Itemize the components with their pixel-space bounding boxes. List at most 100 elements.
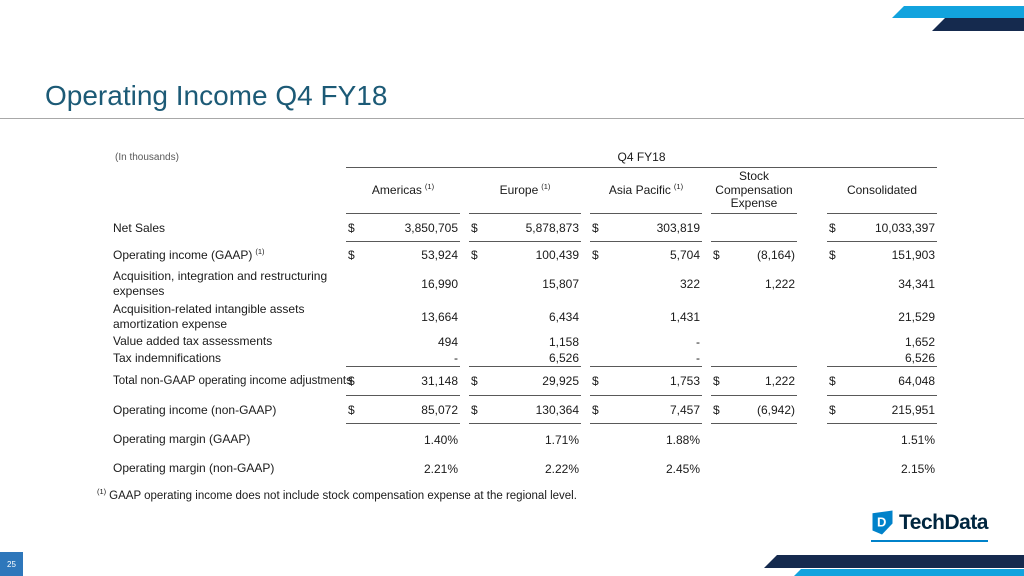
cell-value: 5,878,873 — [525, 220, 579, 235]
row-label: Operating margin (GAAP) — [97, 424, 337, 455]
period-header: Q4 FY18 — [346, 146, 937, 168]
footnote-ref: (1) — [255, 246, 265, 256]
table-cell: $3,850,705 — [346, 214, 460, 242]
top-right-navy-accent-bar — [932, 18, 1024, 31]
column-gap-spacer — [806, 300, 818, 333]
cell-value: 1,222 — [764, 276, 795, 291]
column-gap-spacer — [806, 350, 818, 367]
column-gap-spacer — [806, 242, 818, 267]
column-gap-spacer — [806, 333, 818, 350]
row-label-text: Net Sales — [113, 220, 166, 235]
currency-symbol: $ — [829, 402, 836, 417]
column-gap-spacer — [806, 424, 818, 455]
cell-value: 85,072 — [421, 402, 458, 417]
column-gap-spacer — [806, 367, 818, 396]
cell-value: 1,158 — [548, 334, 579, 349]
table-cell: 1,222 — [711, 267, 797, 300]
cell-value: 2.15% — [900, 461, 935, 476]
table-row: Tax indemnifications - 6,526 - 6,526 — [97, 350, 937, 367]
cell-value: 31,148 — [421, 374, 458, 388]
column-header: Europe (1) — [469, 168, 581, 214]
row-label-text: Operating margin (GAAP) — [113, 432, 251, 447]
table-cell — [711, 300, 797, 333]
currency-symbol: $ — [592, 402, 599, 417]
page-number: 25 — [7, 559, 16, 569]
row-label: Operating income (non-GAAP) — [97, 396, 337, 424]
title-divider — [0, 118, 1024, 119]
table-cell: 2.15% — [827, 455, 937, 482]
row-label-text: Operating income (GAAP) (1) — [113, 246, 265, 262]
table-cell: 1.40% — [346, 424, 460, 455]
row-label-text: Operating income (non-GAAP) — [113, 402, 277, 417]
cell-value: 6,526 — [548, 351, 579, 365]
column-header-label: Consolidated — [846, 182, 918, 197]
row-label: Tax indemnifications — [97, 350, 337, 367]
currency-symbol: $ — [348, 374, 355, 388]
cell-value: 16,990 — [421, 276, 458, 291]
table-row: Operating margin (GAAP) 1.40% 1.71% 1.88% 1.… — [97, 424, 937, 455]
table-cell: 1,652 — [827, 333, 937, 350]
table-cell: $ (8,164) — [711, 242, 797, 267]
table-row: Total non-GAAP operating income adjustme… — [97, 367, 937, 396]
table-cell: 322 — [590, 267, 702, 300]
table-cell: 6,526 — [469, 350, 581, 367]
column-gap-spacer — [806, 396, 818, 424]
table-row: Net Sales $3,850,705 $5,878,873 $303,819 $10… — [97, 214, 937, 242]
table-cell: 2.22% — [469, 455, 581, 482]
currency-symbol: $ — [592, 247, 599, 262]
cell-value: 13,664 — [421, 309, 458, 324]
column-header-label: Europe (1) — [499, 182, 551, 198]
cell-value: 1.71% — [544, 432, 579, 447]
row-label-text: Acquisition, integration and restructuri… — [113, 269, 328, 298]
cell-value: 5,704 — [669, 247, 700, 262]
table-cell — [711, 424, 797, 455]
table-body: Net Sales $3,850,705 $5,878,873 $303,819 $10… — [97, 214, 937, 482]
period-header-row: (In thousands) Q4 FY18 — [97, 146, 937, 168]
row-label: Value added tax assessments — [97, 333, 337, 350]
table-cell — [711, 333, 797, 350]
table-row: Operating income (non-GAAP) $85,072 $130,3… — [97, 396, 937, 424]
currency-symbol: $ — [829, 247, 836, 262]
cell-value: - — [696, 351, 700, 365]
column-gap-spacer — [806, 455, 818, 482]
cell-value: 322 — [679, 276, 700, 291]
cell-value: 151,903 — [891, 247, 935, 262]
row-label-text: Value added tax assessments — [113, 334, 273, 349]
currency-symbol: $ — [592, 374, 599, 388]
table-row: Acquisition-related intangible assets am… — [97, 300, 937, 333]
cell-value: 3,850,705 — [404, 220, 458, 235]
table-cell — [711, 455, 797, 482]
cell-value: 130,364 — [535, 402, 579, 417]
cell-value: 494 — [437, 334, 458, 349]
currency-symbol: $ — [471, 247, 478, 262]
cell-value: - — [454, 351, 458, 365]
currency-symbol: $ — [713, 247, 720, 262]
currency-symbol: $ — [348, 402, 355, 417]
table-cell: $100,439 — [469, 242, 581, 267]
cell-value: 2.21% — [423, 461, 458, 476]
table-cell: 1.88% — [590, 424, 702, 455]
table-cell: 1,431 — [590, 300, 702, 333]
financial-table: (In thousands) Q4 FY18 Americas (1) Europe… — [97, 146, 937, 482]
table-cell: $10,033,397 — [827, 214, 937, 242]
table-cell: $1,753 — [590, 367, 702, 396]
table-cell: $53,924 — [346, 242, 460, 267]
cell-value: 1,431 — [669, 309, 700, 324]
corner-cell — [97, 168, 337, 214]
cell-value: 29,925 — [542, 374, 579, 388]
table-cell: - — [590, 333, 702, 350]
currency-symbol: $ — [348, 247, 355, 262]
column-header: Stock Compensation Expense — [711, 168, 797, 214]
currency-symbol: $ — [592, 220, 599, 235]
table-cell: 1.71% — [469, 424, 581, 455]
cell-value: - — [696, 334, 700, 349]
table-cell: 16,990 — [346, 267, 460, 300]
column-header: Asia Pacific (1) — [590, 168, 702, 214]
row-label-text: Total non-GAAP operating income adjustme… — [113, 374, 352, 387]
slide-title: Operating Income Q4 FY18 — [45, 80, 388, 111]
techdata-logo: D TechData — [871, 510, 988, 542]
cell-value: (8,164) — [756, 247, 795, 262]
table-cell: 6,526 — [827, 350, 937, 367]
cell-value: 34,341 — [898, 276, 935, 291]
